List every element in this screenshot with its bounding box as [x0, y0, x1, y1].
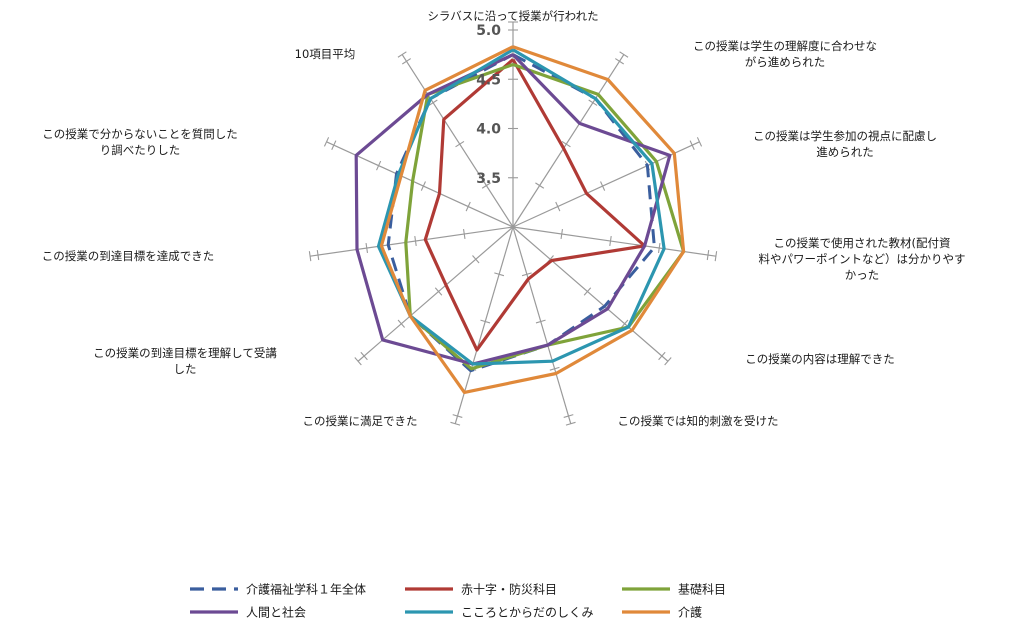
legend-label-1: 赤十字・防災科目: [461, 582, 557, 597]
axis-tick-mark: [462, 228, 466, 240]
axis-label-6: この授業に満足できた: [303, 414, 418, 428]
axis-tick-mark: [376, 160, 382, 171]
axis-tick-mark: [414, 235, 417, 247]
axis-tick-mark: [365, 242, 369, 254]
axis-tick-mark: [397, 51, 407, 58]
axis-tick-mark: [434, 287, 443, 296]
axis-tick-mark: [354, 357, 362, 366]
series-line-3: [354, 53, 672, 366]
radar-spokes: [308, 21, 718, 426]
tick-label-3: 5.0: [476, 23, 501, 39]
axis-spoke-5: [512, 226, 572, 424]
axis-tick-mark: [360, 351, 368, 361]
axis-tick-mark: [555, 201, 561, 212]
axis-tick-mark: [428, 99, 438, 106]
legend-label-3: 人間と社会: [246, 605, 306, 620]
axis-tick-mark: [455, 140, 465, 148]
axis-tick-mark: [331, 140, 337, 150]
legend-label-5: 介護: [678, 605, 702, 620]
axis-tick-mark: [521, 272, 532, 277]
axis-spoke-8: [310, 226, 514, 257]
radial-tick-labels: 3.5 4.0 4.5 5.0: [476, 23, 501, 187]
axis-tick-mark: [308, 251, 312, 262]
series-line-1: [423, 58, 647, 352]
axis-label-5: この授業では知的刺激を受けた: [618, 414, 779, 428]
legend-label-0: 介護福祉学科１年全体: [246, 582, 366, 597]
series-line-2: [404, 62, 686, 371]
axis-tick-mark: [588, 99, 598, 106]
series-line-4: [376, 48, 666, 366]
axis-spoke-1: [512, 54, 625, 228]
tick-label-1: 4.0: [476, 122, 501, 138]
axis-tick-mark: [583, 287, 592, 296]
axis-tick-mark: [494, 272, 505, 277]
axis-tick-mark: [401, 58, 411, 65]
axis-tick-mark: [472, 255, 480, 264]
axis-tick-mark: [565, 421, 576, 426]
axis-tick-mark: [696, 137, 703, 147]
axis-tick-mark: [620, 319, 629, 328]
axis-tick-mark: [450, 421, 461, 426]
axis-label-2: この授業は学生参加の視点に配慮し進められた: [753, 129, 937, 159]
axis-tick-mark: [481, 182, 491, 189]
axis-spoke-10: [401, 54, 514, 228]
axis-tick-mark: [714, 251, 718, 262]
series-line-5: [379, 45, 686, 394]
axis-tick-mark: [560, 228, 564, 240]
axis-tick-mark: [452, 414, 463, 418]
axis-tick-mark: [549, 366, 560, 371]
axis-tick-mark: [689, 140, 695, 150]
axis-label-8: この授業の到達目標を達成できた: [42, 249, 215, 263]
axis-label-4: この授業の内容は理解できた: [745, 352, 895, 366]
axis-labels: シラバスに沿って授業が行われたこの授業は学生の理解度に合わせながら進められたこの…: [42, 9, 966, 428]
axis-label-1: この授業は学生の理解度に合わせながら進められた: [693, 39, 877, 69]
axis-tick-mark: [420, 181, 426, 191]
legend-label-2: 基礎科目: [678, 583, 726, 597]
axis-tick-mark: [397, 319, 406, 328]
axis-tick-mark: [615, 58, 625, 65]
axis-tick-mark: [323, 137, 330, 147]
axis-label-0: シラバスに沿って授業が行われた: [427, 9, 598, 23]
axis-tick-mark: [609, 235, 612, 247]
tick-label-2: 4.5: [476, 72, 501, 88]
series-lines: [354, 45, 686, 394]
axis-tick-mark: [561, 140, 571, 148]
axis-label-10: 10項目平均: [295, 47, 356, 61]
legend-label-4: こころとからだのしくみ: [461, 606, 593, 620]
axis-tick-mark: [619, 51, 629, 58]
axis-tick-mark: [535, 319, 546, 324]
axis-tick-mark: [480, 319, 491, 324]
axis-tick-mark: [316, 250, 320, 261]
axis-tick-mark: [600, 181, 606, 191]
axis-tick-mark: [563, 414, 574, 418]
axis-tick-mark: [465, 201, 471, 212]
tick-label-0: 3.5: [476, 171, 501, 187]
axis-label-9: この授業で分からないことを質問したり調べたりした: [42, 127, 238, 157]
axis-label-7: この授業の到達目標を理解して受講した: [93, 346, 277, 376]
axis-tick-mark: [657, 242, 661, 254]
axis-label-3: この授業で使用された教材(配付資料やパワーポイントなど）は分かりやすかった: [759, 236, 966, 282]
axis-tick-mark: [535, 182, 545, 189]
axis-tick-mark: [664, 357, 672, 366]
axis-spoke-4: [512, 226, 669, 362]
axis-tick-mark: [658, 351, 666, 361]
axis-tick-mark: [706, 250, 710, 261]
